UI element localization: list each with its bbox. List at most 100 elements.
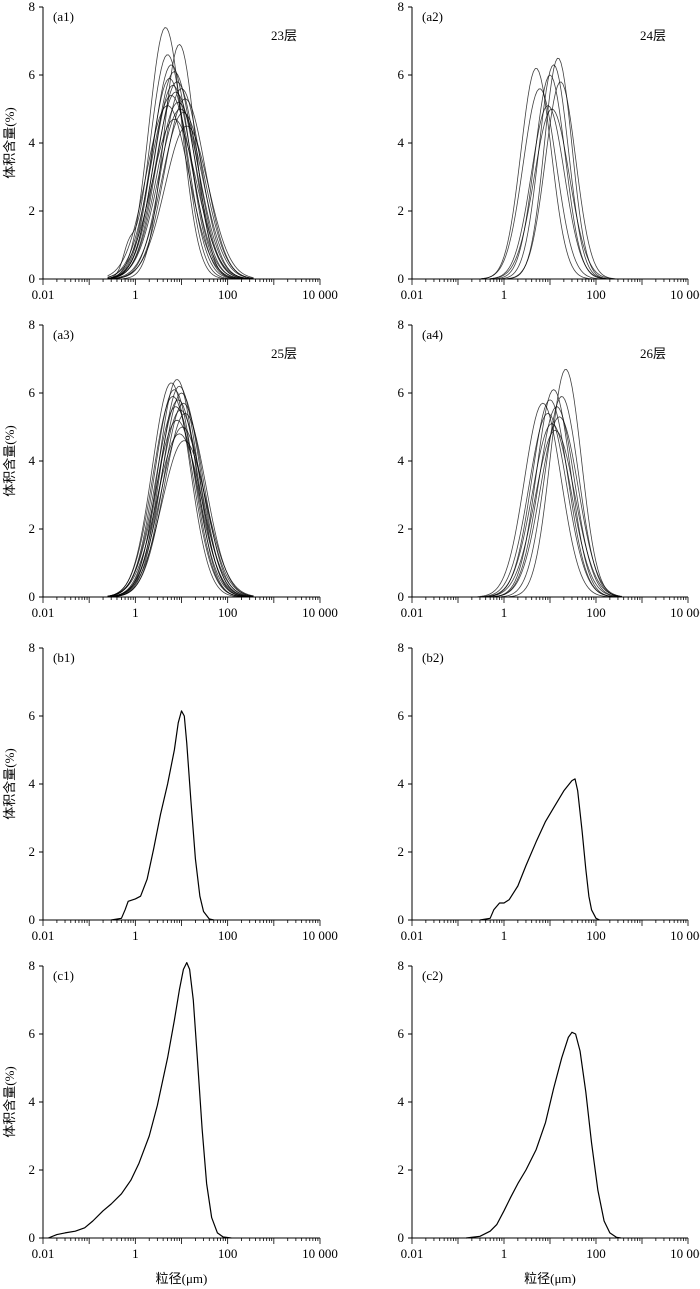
series-line-a1-10	[107, 95, 254, 280]
y-tick-label: 4	[29, 135, 36, 150]
y-tick-label: 6	[398, 67, 405, 82]
series-line-a3-8	[107, 406, 254, 598]
panel-label: (c1)	[53, 968, 74, 983]
y-tick-label: 0	[29, 912, 36, 927]
series-line-a4-9	[476, 430, 622, 598]
series-line-a1-3	[107, 64, 254, 280]
panel-b2: 0 2 4 6 8 0.01 1 100 10 000 (b2)	[398, 640, 700, 943]
panel-label: (a2)	[422, 9, 443, 24]
series-line-a1-14	[107, 108, 254, 279]
y-tick-label: 2	[398, 203, 405, 218]
y-tick-label: 2	[29, 1162, 36, 1177]
x-tick-label: 10 000	[670, 605, 700, 620]
y-tick-label: 2	[398, 521, 405, 536]
series-line-a3-9	[107, 409, 254, 598]
y-tick-label: 0	[398, 1230, 405, 1245]
layer-label: 23层	[271, 28, 297, 43]
y-axis-title: 体积含量(%)	[2, 1066, 17, 1138]
x-tick-label: 0.01	[32, 1246, 55, 1261]
series-line-a4-3	[476, 399, 622, 598]
series-line-a3-13	[107, 433, 254, 597]
panel-label: (a4)	[422, 327, 443, 342]
x-tick-label: 1	[501, 928, 508, 943]
y-tick-label: 4	[29, 453, 36, 468]
y-tick-label: 6	[29, 1026, 36, 1041]
y-tick-label: 8	[29, 0, 36, 14]
x-tick-label: 100	[218, 287, 238, 302]
panel-label: (b2)	[422, 650, 444, 665]
series-line-a3-4	[107, 392, 254, 598]
x-tick-label: 1	[132, 928, 139, 943]
x-tick-label: 1	[132, 605, 139, 620]
series-line-a3-12	[107, 426, 254, 597]
y-tick-label: 6	[398, 708, 405, 723]
x-tick-label: 10 000	[670, 928, 700, 943]
series-line-c2-0	[466, 1031, 622, 1239]
y-tick-label: 6	[398, 1026, 405, 1041]
series-line-a4-1	[476, 389, 622, 598]
series-line-a3-1	[107, 382, 254, 598]
series-line-a1-9	[107, 91, 254, 280]
y-tick-label: 6	[398, 385, 405, 400]
panel-c2: 0 2 4 6 8 0.01 1 100 10 000 (c2) 粒径(μm)	[398, 958, 700, 1286]
x-tick-label: 100	[218, 928, 238, 943]
x-tick-label: 10 000	[302, 1246, 338, 1261]
x-tick-label: 0.01	[401, 605, 424, 620]
series-line-a3-5	[107, 396, 254, 598]
y-tick-label: 2	[398, 844, 405, 859]
series-line-a4-2	[476, 396, 622, 598]
y-tick-label: 0	[29, 271, 36, 286]
layer-label: 25层	[271, 346, 297, 361]
series-line-a4-7	[476, 416, 622, 598]
x-tick-label: 10 000	[302, 605, 338, 620]
x-tick-label: 1	[132, 287, 139, 302]
x-axis-title: 粒径(μm)	[524, 1271, 576, 1286]
y-axis-title: 体积含量(%)	[2, 748, 17, 820]
series-line-a4-4	[476, 402, 622, 598]
y-tick-label: 8	[398, 317, 405, 332]
series-line-a1-13	[107, 105, 254, 280]
series-line-a2-4	[476, 81, 622, 280]
y-axis-title: 体积含量(%)	[2, 425, 17, 497]
y-tick-label: 2	[398, 1162, 405, 1177]
y-tick-label: 4	[398, 1094, 405, 1109]
x-tick-label: 0.01	[32, 287, 55, 302]
series-line-a1-8	[107, 88, 254, 280]
x-tick-label: 1	[501, 287, 508, 302]
series-line-a2-5	[476, 88, 622, 280]
panel-a2: 0 2 4 6 8 0.01 1 100 10 000 (a2) 24层	[398, 0, 700, 302]
y-tick-label: 8	[398, 0, 405, 14]
x-tick-label: 10 000	[670, 1246, 700, 1261]
x-tick-label: 0.01	[401, 1246, 424, 1261]
series-line-a4-5	[476, 406, 622, 598]
series-line-a4-6	[476, 413, 622, 598]
layer-label: 26层	[640, 346, 666, 361]
series-line-a2-1	[476, 64, 622, 280]
panel-c1: 0 2 4 6 8 0.01 1 100 10 000 (c1) 体积含量(%) 粒径(μm)	[2, 958, 338, 1286]
y-tick-label: 0	[398, 271, 405, 286]
panel-label: (a1)	[53, 9, 74, 24]
series-line-a2-0	[476, 57, 622, 280]
x-tick-label: 100	[586, 928, 606, 943]
series-line-a3-7	[107, 402, 254, 598]
y-tick-label: 0	[398, 912, 405, 927]
y-tick-label: 4	[398, 776, 405, 791]
panel-label: (b1)	[53, 650, 75, 665]
y-tick-label: 2	[29, 203, 36, 218]
y-tick-label: 2	[29, 844, 36, 859]
x-tick-label: 1	[132, 1246, 139, 1261]
y-tick-label: 6	[29, 708, 36, 723]
series-line-a1-2	[107, 54, 254, 280]
series-line-a1-0	[107, 27, 254, 280]
y-tick-label: 4	[29, 1094, 36, 1109]
series-line-a1-12	[107, 101, 254, 280]
series-line-a1-15	[107, 112, 254, 280]
series-line-a4-8	[476, 423, 622, 598]
panel-a4: 0 2 4 6 8 0.01 1 100 10 000 (a4) 26层	[398, 317, 700, 620]
x-tick-label: 10 000	[670, 287, 700, 302]
y-tick-label: 8	[29, 317, 36, 332]
series-line-a2-6	[476, 105, 622, 280]
y-axis-title: 体积含量(%)	[2, 107, 17, 179]
